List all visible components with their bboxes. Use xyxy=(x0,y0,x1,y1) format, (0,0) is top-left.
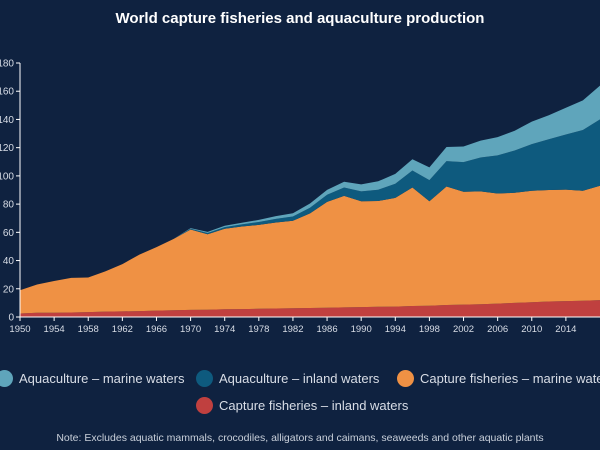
chart-title: World capture fisheries and aquaculture … xyxy=(115,10,485,27)
area-series-1 xyxy=(20,185,600,314)
x-tick-label: 1998 xyxy=(419,324,440,335)
y-tick-label: 120 xyxy=(0,143,14,154)
x-tick-label: 1974 xyxy=(214,324,235,335)
x-tick-label: 1982 xyxy=(282,324,303,335)
y-tick-label: 160 xyxy=(0,87,14,98)
legend-label: Capture fisheries – marine waters xyxy=(420,371,600,386)
y-tick-label: 140 xyxy=(0,115,14,126)
y-tick-label: 80 xyxy=(3,200,15,211)
legend-item-capture-marine: Capture fisheries – marine waters xyxy=(397,370,600,387)
legend-item-capture-inland: Capture fisheries – inland waters xyxy=(196,397,408,414)
x-tick-label: 2014 xyxy=(555,324,576,335)
y-tick-label: 60 xyxy=(3,228,15,239)
y-tick-label: 100 xyxy=(0,171,14,182)
y-tick-label: 180 xyxy=(0,59,14,70)
legend-label: Capture fisheries – inland waters xyxy=(219,398,409,413)
x-tick-label: 2006 xyxy=(487,324,508,335)
y-tick-label: 40 xyxy=(3,256,15,267)
area-series-2 xyxy=(20,119,600,291)
legend-swatch xyxy=(397,370,414,387)
chart-note: Note: Excludes aquatic mammals, crocodil… xyxy=(56,432,544,444)
legend-label: Aquaculture – marine waters xyxy=(19,371,185,386)
x-tick-label: 1970 xyxy=(180,324,201,335)
x-tick-label: 1958 xyxy=(78,324,99,335)
x-tick-label: 1986 xyxy=(316,324,337,335)
legend-item-aquaculture-inland: Aquaculture – inland waters xyxy=(196,370,379,387)
x-tick-label: 1954 xyxy=(44,324,65,335)
legend-item-aquaculture-marine: Aquaculture – marine waters xyxy=(0,370,184,387)
legend-label: Aquaculture – inland waters xyxy=(219,371,380,386)
x-tick-label: 1962 xyxy=(112,324,133,335)
y-tick-label: 20 xyxy=(3,284,15,295)
chart-legend: Aquaculture – marine waters Aquaculture … xyxy=(0,366,600,418)
x-tick-label: 1994 xyxy=(385,324,406,335)
x-tick-label: 1978 xyxy=(248,324,269,335)
legend-swatch xyxy=(196,397,213,414)
area-series-0 xyxy=(20,300,600,317)
x-tick-label: 2010 xyxy=(521,324,542,335)
x-tick-label: 1966 xyxy=(146,324,167,335)
x-tick-label: 1950 xyxy=(9,324,30,335)
x-tick-label: 2002 xyxy=(453,324,474,335)
y-tick-label: 0 xyxy=(8,313,14,324)
x-tick-label: 1990 xyxy=(351,324,372,335)
legend-swatch xyxy=(196,370,213,387)
legend-swatch xyxy=(0,370,13,387)
